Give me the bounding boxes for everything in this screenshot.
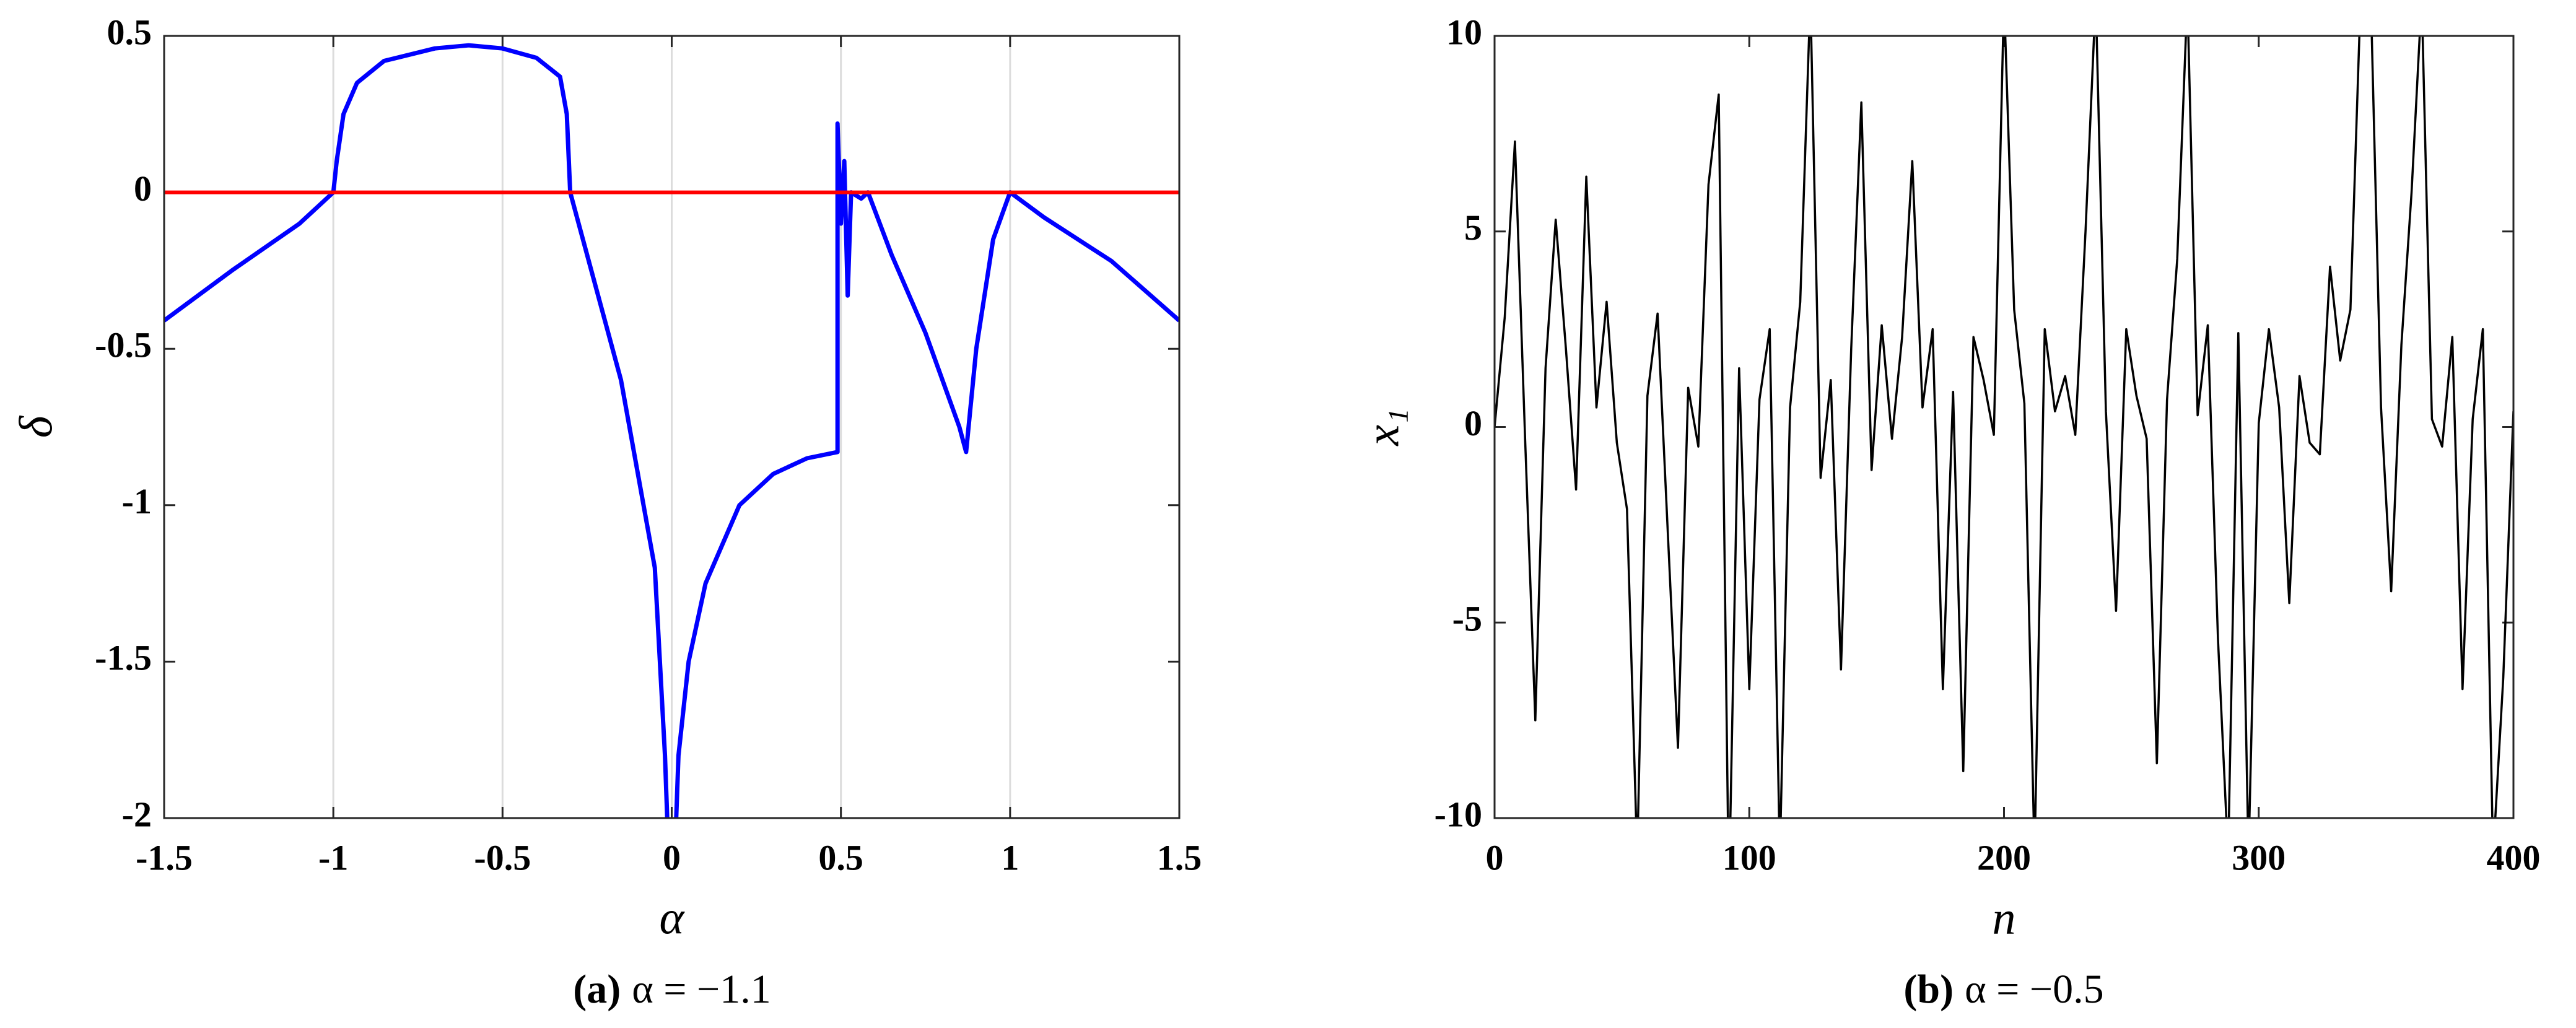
y-tick-label: 0.5: [107, 12, 152, 52]
plot-area: [1495, 36, 2513, 818]
y-tick-label: -5: [1452, 599, 1482, 639]
y-tick-label: -2: [122, 794, 152, 834]
y-tick-label: -10: [1434, 794, 1482, 834]
x-tick-label: 100: [1722, 837, 1776, 878]
x-axis-label: n: [1993, 892, 2016, 944]
x-tick-label: 200: [1977, 837, 2031, 878]
x-tick-label: -1.5: [136, 837, 193, 878]
x-tick-label: -1: [318, 837, 348, 878]
x-axis-label: α: [660, 892, 686, 944]
caption-label: (b): [1903, 967, 1954, 1012]
x-tick-label: 300: [2232, 837, 2286, 878]
y-axis-label: x₁: [1356, 408, 1408, 446]
chart: 0 100 200 300 400 -10 -5 0 5 10 n x₁ (b) α = −0.5: [1356, 12, 2541, 1012]
data-line: [164, 43, 1179, 818]
data-line: [1495, 36, 2513, 818]
x-tick-label: 0.5: [818, 837, 863, 878]
caption: (b) α = −0.5: [1903, 967, 2103, 1012]
y-tick-label: -1.5: [95, 638, 152, 678]
x-tick-label: 0: [1486, 837, 1504, 878]
caption: (a) α = −1.1: [573, 967, 771, 1012]
y-axis-label: δ: [10, 415, 62, 438]
chart: -1.5 -1 -0.5 0 0.5 1 1.5-2-1.5-1-0.500.5αδ(a) α…: [10, 12, 1202, 1012]
y-tick-label: 5: [1464, 207, 1482, 248]
caption-text: α = −1.1: [632, 967, 771, 1012]
x-tick-label: 400: [2487, 837, 2541, 878]
x-tick-label: -0.5: [474, 837, 531, 878]
y-tick-label: 0: [1464, 403, 1482, 443]
y-tick-label: -1: [122, 481, 152, 521]
x-tick-label: 1: [1001, 837, 1019, 878]
y-tick-label: -0.5: [95, 325, 152, 365]
caption-label: (a): [573, 967, 621, 1012]
y-tick-label: 10: [1446, 12, 1482, 52]
plot-frame: [163, 35, 1181, 819]
y-tick-label: 0: [134, 168, 152, 209]
x-tick-label: 0: [663, 837, 681, 878]
x-tick-label: 1.5: [1157, 837, 1202, 878]
plot-frame: [1493, 35, 2515, 819]
caption-text: α = −0.5: [1965, 967, 2104, 1012]
